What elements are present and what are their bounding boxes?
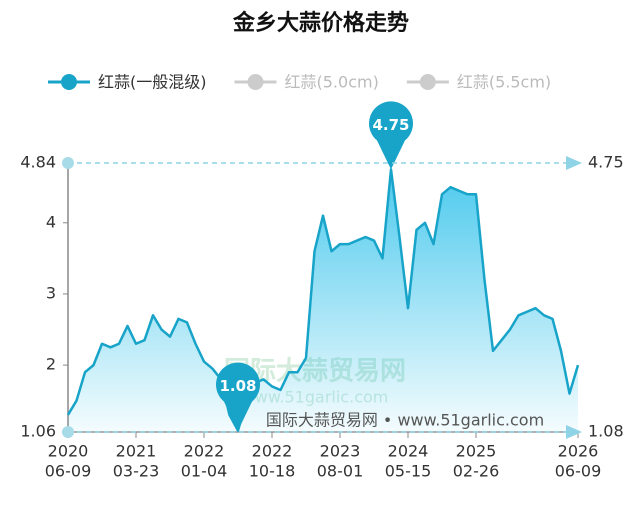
legend-item[interactable]: 红蒜(5.0cm) bbox=[234, 73, 379, 92]
reference-dot bbox=[62, 426, 74, 438]
legend-marker bbox=[419, 74, 436, 90]
y-tick-label: 2 bbox=[46, 355, 56, 374]
x-tick-label: 2026 bbox=[558, 442, 599, 461]
legend-label: 红蒜(一般混级) bbox=[98, 73, 207, 92]
x-tick-label: 2023 bbox=[320, 442, 361, 461]
x-tick-label: 2024 bbox=[388, 442, 429, 461]
x-tick-label: 06-09 bbox=[555, 462, 602, 481]
pin bbox=[216, 362, 260, 431]
x-tick-label: 05-15 bbox=[385, 462, 432, 481]
legend-label: 红蒜(5.0cm) bbox=[285, 73, 379, 92]
pin-label: 4.75 bbox=[372, 116, 409, 134]
reference-label: 1.08 bbox=[588, 422, 624, 441]
y-tick-label: 4 bbox=[46, 212, 56, 231]
reference-label: 4.75 bbox=[588, 153, 624, 172]
x-tick-label: 01-04 bbox=[181, 462, 228, 481]
x-tick-label: 2022 bbox=[184, 442, 225, 461]
reference-arrow bbox=[566, 425, 582, 439]
y-tick-label: 1.06 bbox=[20, 422, 56, 441]
x-tick-label: 2021 bbox=[116, 442, 157, 461]
y-tick-label: 3 bbox=[46, 283, 56, 302]
x-tick-label: 06-09 bbox=[45, 462, 92, 481]
legend-item[interactable]: 红蒜(一般混级) bbox=[48, 73, 207, 92]
legend-label: 红蒜(5.5cm) bbox=[457, 73, 551, 92]
x-tick-label: 2025 bbox=[456, 442, 497, 461]
x-tick-label: 08-01 bbox=[317, 462, 364, 481]
x-tick-label: 10-18 bbox=[249, 462, 296, 481]
area bbox=[68, 169, 578, 432]
x-tick-label: 2022 bbox=[252, 442, 293, 461]
x-tick-label: 03-23 bbox=[113, 462, 160, 481]
legend-item[interactable]: 红蒜(5.5cm) bbox=[406, 73, 551, 92]
y-tick-label: 4.84 bbox=[20, 153, 56, 172]
pin bbox=[369, 101, 413, 170]
x-tick-label: 02-26 bbox=[453, 462, 500, 481]
watermark: 国际大蒜贸易网 • www.51garlic.com bbox=[266, 411, 544, 430]
plot: 国际大蒜贸易网www.51garlic.com1.062344.84202006… bbox=[20, 101, 624, 481]
reference-dot bbox=[62, 157, 74, 169]
pin-label: 1.08 bbox=[219, 377, 256, 395]
reference-arrow bbox=[566, 156, 582, 170]
x-tick-label: 2020 bbox=[48, 442, 89, 461]
legend-marker bbox=[61, 74, 77, 90]
line bbox=[66, 168, 580, 432]
chart-title: 金乡大蒜价格走势 bbox=[232, 10, 409, 36]
legend-marker bbox=[247, 74, 264, 90]
legend: 红蒜(一般混级) 红蒜(5.0cm) 红蒜(5.5cm) bbox=[48, 73, 551, 92]
